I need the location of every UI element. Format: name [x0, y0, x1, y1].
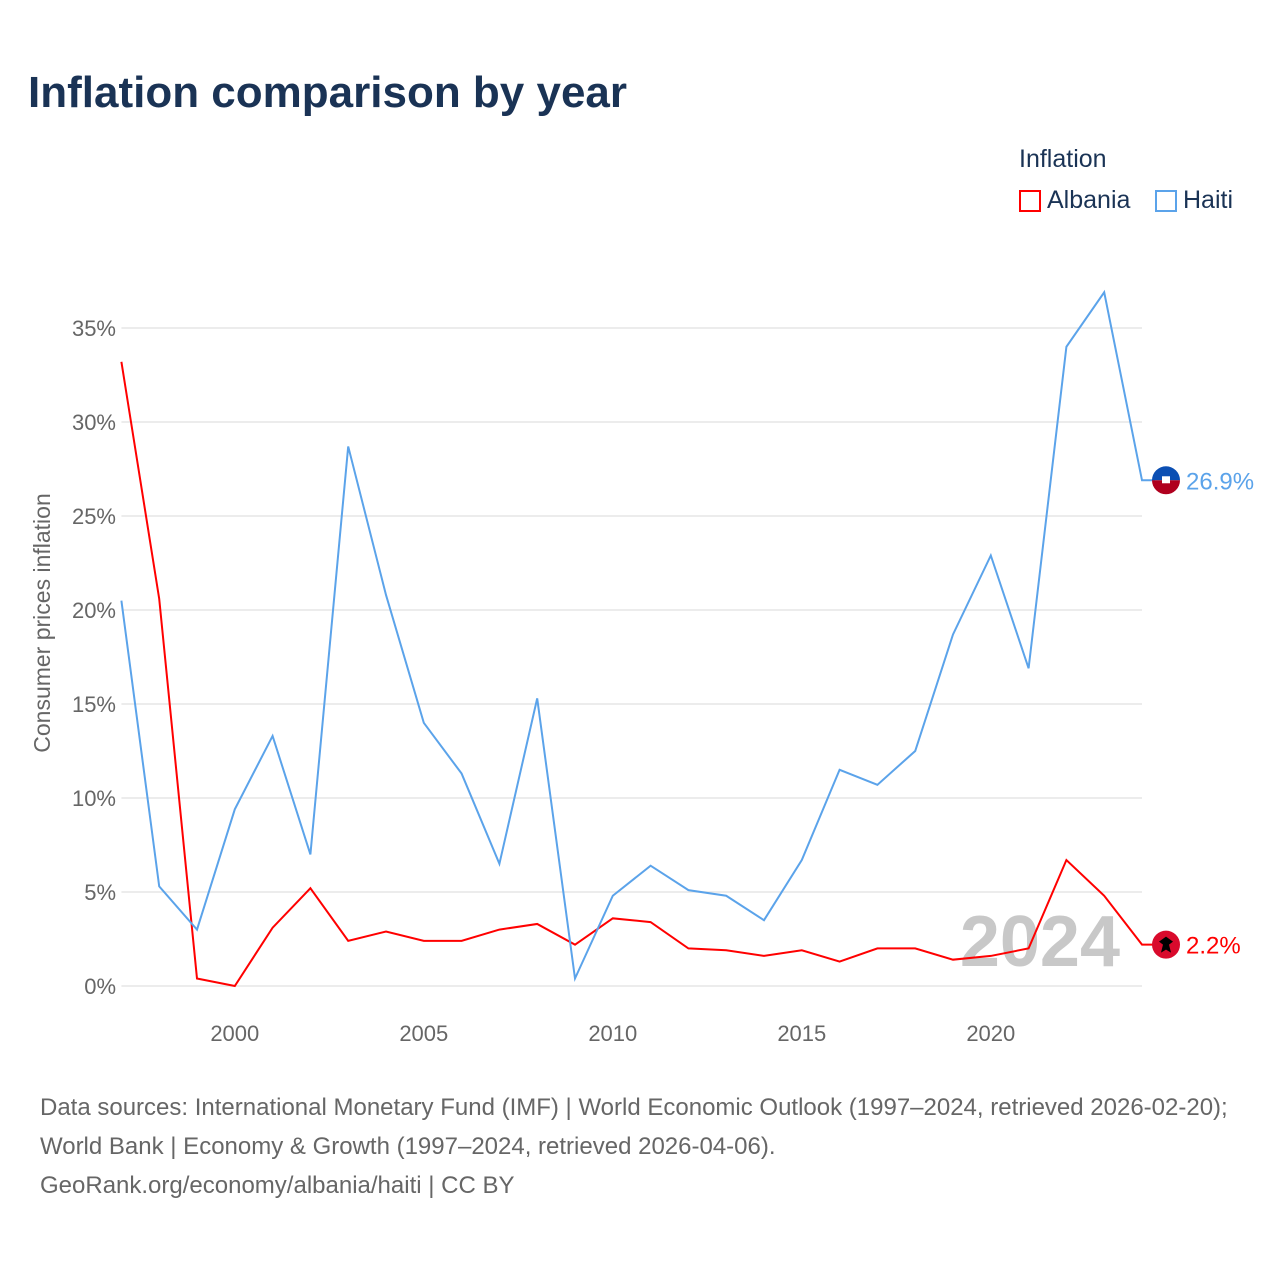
y-axis-label: Consumer prices inflation: [29, 493, 55, 753]
y-tick-label: 25%: [72, 504, 116, 529]
y-tick-label: 30%: [72, 410, 116, 435]
y-tick-label: 0%: [84, 974, 116, 999]
y-tick-label: 10%: [72, 786, 116, 811]
legend-label: Albania: [1047, 186, 1131, 214]
x-tick-label: 2005: [399, 1021, 448, 1046]
series-line-haiti: [120, 289, 1155, 983]
haiti-flag-emblem: [1162, 476, 1170, 484]
legend-item-albania[interactable]: Albania: [1019, 186, 1130, 215]
y-tick-label: 5%: [84, 880, 116, 905]
y-tick-label: 20%: [72, 598, 116, 623]
albania-flag-eagle: [1159, 936, 1173, 953]
x-tick-label: 2015: [777, 1021, 826, 1046]
footer-sources: Data sources: International Monetary Fun…: [40, 1088, 1250, 1205]
line-chart: 0% 5% 10% 15% 20% 25% 30% 35% 2000 2005 2010 2015 20…: [29, 289, 1254, 1046]
footer-credit: GeoRank.org/economy/albania/haiti | CC B…: [40, 1172, 515, 1199]
series-line-albania: [120, 361, 1155, 988]
year-watermark: 2024: [960, 902, 1120, 982]
footer-sources-text: Data sources: International Monetary Fun…: [40, 1094, 1228, 1160]
haiti-flag-icon: [1152, 466, 1181, 481]
y-tick-label: 15%: [72, 692, 116, 717]
end-value-label-albania: 2.2%: [1186, 933, 1241, 960]
x-tick-label: 2020: [966, 1021, 1015, 1046]
end-value-label-haiti: 26.9%: [1186, 468, 1254, 495]
y-tick-label: 35%: [72, 316, 116, 341]
legend-item-haiti[interactable]: Haiti: [1155, 186, 1233, 215]
legend-label: Haiti: [1183, 186, 1234, 214]
legend-title: Inflation: [1019, 145, 1107, 173]
haiti-flag-icon: [1152, 480, 1181, 495]
legend-swatch-albania: [1019, 189, 1041, 212]
legend-swatch-haiti: [1155, 189, 1177, 212]
x-tick-label: 2010: [588, 1021, 637, 1046]
x-tick-label: 2000: [210, 1021, 259, 1046]
page-title: Inflation comparison by year: [28, 68, 628, 117]
